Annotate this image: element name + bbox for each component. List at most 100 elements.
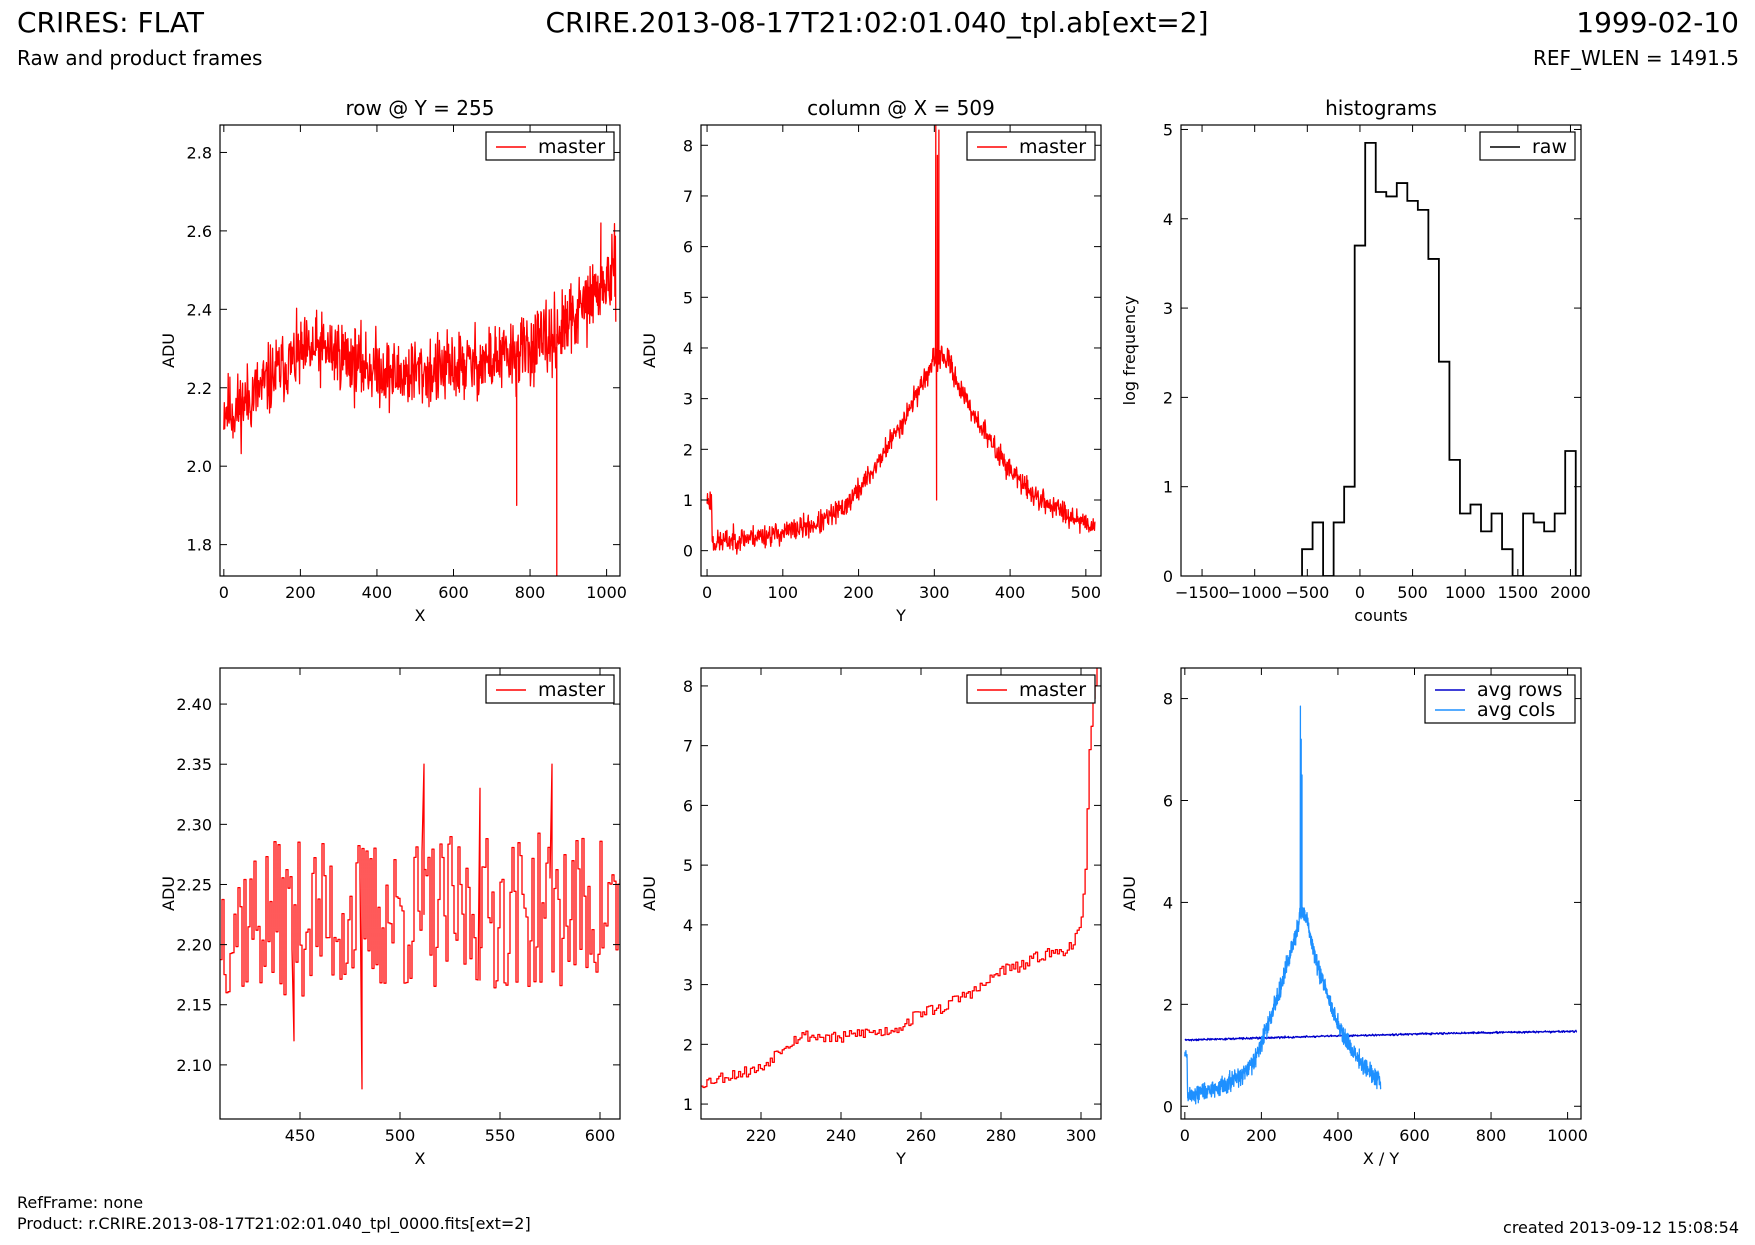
x-tick-label: 600 bbox=[1399, 1126, 1430, 1145]
legend-box bbox=[966, 674, 1096, 704]
x-axis-label: Y bbox=[895, 1149, 906, 1168]
x-tick-label: 1000 bbox=[1445, 583, 1486, 602]
y-tick-label: 5 bbox=[683, 288, 693, 307]
x-axis-label: X bbox=[415, 606, 426, 625]
ref-wavelength: REF_WLEN = 1491.5 bbox=[1532, 46, 1739, 70]
chart-panel-1: 0 200 400 600 800 1000 1.8 2.0 2.2 2.4 2.6 2.8 row @… bbox=[159, 96, 627, 625]
figure-subtitle: Raw and product frames bbox=[17, 46, 263, 70]
plot-frame bbox=[1180, 124, 1582, 577]
x-tick-label: 550 bbox=[485, 1126, 516, 1145]
y-tick-label: 4 bbox=[683, 916, 693, 935]
plot-frame bbox=[219, 124, 621, 577]
y-tick-label: 0 bbox=[1163, 567, 1173, 586]
legend-label: master bbox=[538, 679, 605, 701]
x-tick-label: 200 bbox=[843, 583, 874, 602]
x-tick-label: 600 bbox=[585, 1126, 616, 1145]
legend-box bbox=[485, 131, 615, 161]
y-tick-label: 4 bbox=[683, 339, 693, 358]
plot-frame bbox=[700, 124, 1102, 577]
legend-box bbox=[1479, 131, 1576, 161]
legend-box bbox=[966, 131, 1096, 161]
y-tick-label: 2 bbox=[1163, 995, 1173, 1014]
x-tick-label: 200 bbox=[1246, 1126, 1277, 1145]
y-tick-label: 0 bbox=[683, 542, 693, 561]
y-tick-label: 2.15 bbox=[176, 996, 212, 1015]
legend-box bbox=[1424, 674, 1576, 724]
x-axis-label: X bbox=[415, 1149, 426, 1168]
chart-panel-5: 220 240 260 280 300 1 2 3 4 5 6 7 8 Y ADU master bbox=[640, 667, 1102, 1168]
plot-frame bbox=[700, 667, 1102, 1120]
y-tick-label: 7 bbox=[683, 187, 693, 206]
legend: raw bbox=[1479, 131, 1576, 161]
y-tick-label: 2.30 bbox=[176, 815, 212, 834]
y-tick-label: 6 bbox=[683, 796, 693, 815]
x-tick-label: 0 bbox=[219, 583, 229, 602]
legend-label: master bbox=[1019, 136, 1086, 158]
y-tick-label: 2.8 bbox=[187, 143, 212, 162]
chart-panel-2: 0 100 200 300 400 500 0 1 2 3 4 5 6 7 8 column @ X = 50… bbox=[640, 96, 1102, 625]
y-tick-label: 8 bbox=[683, 677, 693, 696]
x-tick-label: −500 bbox=[1285, 583, 1329, 602]
y-tick-label: 2.20 bbox=[176, 936, 212, 955]
x-tick-label: 220 bbox=[746, 1126, 777, 1145]
x-tick-label: −1500 bbox=[1175, 583, 1229, 602]
series-master bbox=[706, 125, 1096, 555]
legend: master bbox=[485, 674, 615, 704]
y-tick-label: 2.40 bbox=[176, 695, 212, 714]
x-tick-label: 0 bbox=[1180, 1126, 1190, 1145]
y-tick-label: 2.10 bbox=[176, 1056, 212, 1075]
x-tick-label: 800 bbox=[1476, 1126, 1507, 1145]
y-tick-label: 2.4 bbox=[187, 300, 212, 319]
y-axis-label: ADU bbox=[640, 333, 659, 368]
y-tick-label: 2 bbox=[683, 1035, 693, 1054]
x-tick-label: 400 bbox=[362, 583, 393, 602]
series-avg-cols bbox=[1184, 705, 1382, 1105]
x-tick-label: 400 bbox=[995, 583, 1026, 602]
y-tick-label: 1 bbox=[683, 491, 693, 510]
series-master bbox=[223, 222, 617, 576]
legend-box bbox=[485, 674, 615, 704]
figure-title: CRIRES: FLAT bbox=[17, 6, 204, 39]
y-axis-label: ADU bbox=[159, 333, 178, 368]
y-tick-label: 2.35 bbox=[176, 755, 212, 774]
x-tick-label: 1000 bbox=[586, 583, 627, 602]
y-tick-label: 2 bbox=[683, 440, 693, 459]
y-tick-label: 8 bbox=[683, 136, 693, 155]
panel-title: column @ X = 509 bbox=[807, 96, 995, 120]
plot-area bbox=[1184, 705, 1578, 1105]
y-tick-label: 1 bbox=[683, 1095, 693, 1114]
x-tick-label: 280 bbox=[986, 1126, 1017, 1145]
series-master bbox=[701, 668, 1098, 1089]
x-tick-label: 0 bbox=[1355, 583, 1365, 602]
y-tick-label: 6 bbox=[1163, 791, 1173, 810]
legend: master bbox=[966, 131, 1096, 161]
legend-label: master bbox=[538, 136, 605, 158]
x-tick-label: 0 bbox=[702, 583, 712, 602]
y-tick-label: 6 bbox=[683, 238, 693, 257]
y-tick-label: 2.2 bbox=[187, 379, 212, 398]
x-tick-label: 260 bbox=[906, 1126, 937, 1145]
plot-frame bbox=[1180, 667, 1582, 1120]
y-tick-label: 8 bbox=[1163, 690, 1173, 709]
y-tick-label: 3 bbox=[683, 390, 693, 409]
product-label: Product: r.CRIRE.2013-08-17T21:02:01.040… bbox=[17, 1214, 531, 1233]
series-raw bbox=[1301, 141, 1581, 576]
legend-label: avg cols bbox=[1477, 699, 1555, 721]
y-tick-label: 2.0 bbox=[187, 457, 212, 476]
plot-area bbox=[706, 125, 1096, 555]
y-tick-label: 5 bbox=[683, 856, 693, 875]
x-tick-label: 1500 bbox=[1497, 583, 1538, 602]
series-master bbox=[220, 763, 620, 1090]
x-tick-label: 200 bbox=[285, 583, 316, 602]
legend-label: master bbox=[1019, 679, 1086, 701]
legend-label: raw bbox=[1532, 136, 1567, 158]
x-tick-label: 500 bbox=[1397, 583, 1428, 602]
panel-title: histograms bbox=[1325, 96, 1437, 120]
legend: master bbox=[966, 674, 1096, 704]
y-tick-label: 3 bbox=[683, 976, 693, 995]
y-tick-label: 0 bbox=[1163, 1097, 1173, 1116]
x-tick-label: 600 bbox=[438, 583, 469, 602]
x-tick-label: 1000 bbox=[1547, 1126, 1588, 1145]
